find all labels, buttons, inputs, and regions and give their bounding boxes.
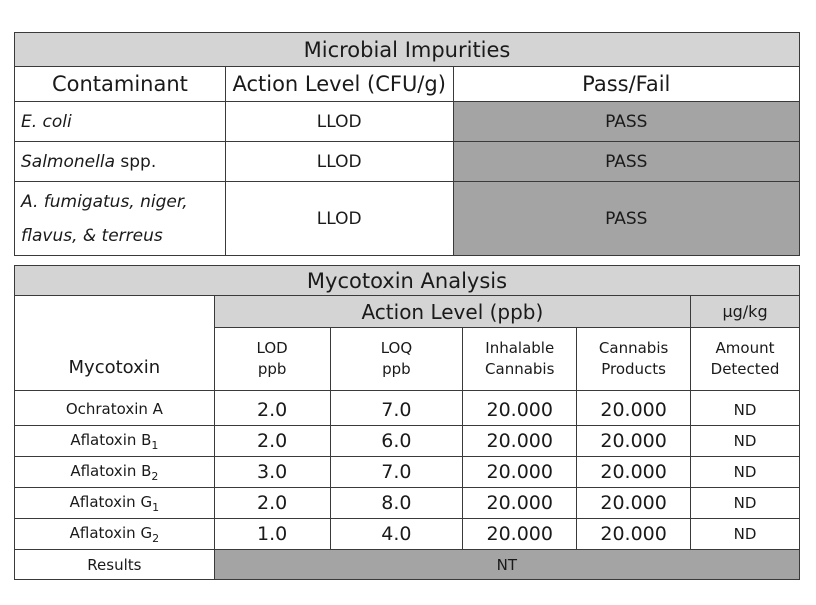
action-level-value: LLOD xyxy=(224,101,454,142)
products-value: 20.000 xyxy=(576,390,692,426)
amount-value: ND xyxy=(690,390,800,426)
table-row: A. fumigatus, niger, flavus, & terreus LL… xyxy=(14,181,801,256)
inhalable-value: 20.000 xyxy=(462,487,578,519)
mycotoxin-name: Aflatoxin B1 xyxy=(14,425,215,457)
mycotoxin-name: Ochratoxin A xyxy=(14,390,215,426)
loq-value: 6.0 xyxy=(329,425,464,457)
amount-detected-header: Amount Detected xyxy=(690,327,800,391)
amount-value: ND xyxy=(690,487,800,519)
table-row: Salmonella spp. LLOD PASS xyxy=(14,141,801,182)
amount-value: ND xyxy=(690,518,800,550)
inhalable-cannabis-header: Inhalable Cannabis xyxy=(462,327,578,391)
contaminant-name: Salmonella spp. xyxy=(14,141,226,182)
loq-value: 8.0 xyxy=(329,487,464,519)
inhalable-value: 20.000 xyxy=(462,456,578,488)
pass-fail-value: PASS xyxy=(452,181,801,256)
unit-header: µg/kg xyxy=(690,295,800,328)
pass-fail-value: PASS xyxy=(452,101,801,142)
mycotoxin-name: Aflatoxin G1 xyxy=(14,487,215,519)
amount-value: ND xyxy=(690,425,800,457)
cannabis-products-header: Cannabis Products xyxy=(576,327,692,391)
lod-value: 2.0 xyxy=(213,390,331,426)
pass-fail-value: PASS xyxy=(452,141,801,182)
products-value: 20.000 xyxy=(576,487,692,519)
action-level-value: LLOD xyxy=(224,141,454,182)
products-value: 20.000 xyxy=(576,456,692,488)
results-row: Results NT xyxy=(14,549,801,580)
action-level-header: Action Level (CFU/g) xyxy=(224,66,454,102)
table-row: Ochratoxin A 2.0 7.0 20.000 20.000 ND xyxy=(14,390,800,426)
mycotoxin-name: Aflatoxin B2 xyxy=(14,456,215,488)
lod-value: 2.0 xyxy=(213,487,331,519)
lod-value: 3.0 xyxy=(213,456,331,488)
action-level-ppb-header: Action Level (ppb) xyxy=(213,295,692,328)
products-value: 20.000 xyxy=(576,425,692,457)
inhalable-value: 20.000 xyxy=(462,518,578,550)
inhalable-value: 20.000 xyxy=(462,425,578,457)
loq-header: LOQ ppb xyxy=(329,327,464,391)
lod-header: LOD ppb xyxy=(213,327,331,391)
table-row: Aflatoxin B1 2.0 6.0 20.000 20.000 ND xyxy=(14,425,800,457)
contaminant-name: A. fumigatus, niger, flavus, & terreus xyxy=(14,181,226,256)
microbial-impurities-table: Microbial Impurities Contaminant Action … xyxy=(14,32,801,256)
lod-value: 1.0 xyxy=(213,518,331,550)
products-value: 20.000 xyxy=(576,518,692,550)
action-level-value: LLOD xyxy=(224,181,454,256)
contaminant-name: E. coli xyxy=(14,101,226,142)
table-row: Aflatoxin B2 3.0 7.0 20.000 20.000 ND xyxy=(14,456,800,488)
results-label: Results xyxy=(14,549,215,580)
lod-value: 2.0 xyxy=(213,425,331,457)
results-value: NT xyxy=(213,549,801,580)
table-row: E. coli LLOD PASS xyxy=(14,101,801,142)
inhalable-value: 20.000 xyxy=(462,390,578,426)
mycotoxin-name: Aflatoxin G2 xyxy=(14,518,215,550)
mycotoxin-header: Mycotoxin xyxy=(14,295,215,391)
amount-value: ND xyxy=(690,456,800,488)
mycotoxin-analysis-table: Mycotoxin Analysis Mycotoxin Action Leve… xyxy=(14,265,801,580)
microbial-title: Microbial Impurities xyxy=(14,32,800,67)
loq-value: 4.0 xyxy=(329,518,464,550)
table-row: Aflatoxin G2 1.0 4.0 20.000 20.000 ND xyxy=(14,518,800,550)
mycotoxin-title: Mycotoxin Analysis xyxy=(14,265,800,296)
loq-value: 7.0 xyxy=(329,456,464,488)
table-row: Aflatoxin G1 2.0 8.0 20.000 20.000 ND xyxy=(14,487,800,519)
loq-value: 7.0 xyxy=(329,390,464,426)
pass-fail-header: Pass/Fail xyxy=(452,66,801,102)
contaminant-header: Contaminant xyxy=(14,66,226,102)
